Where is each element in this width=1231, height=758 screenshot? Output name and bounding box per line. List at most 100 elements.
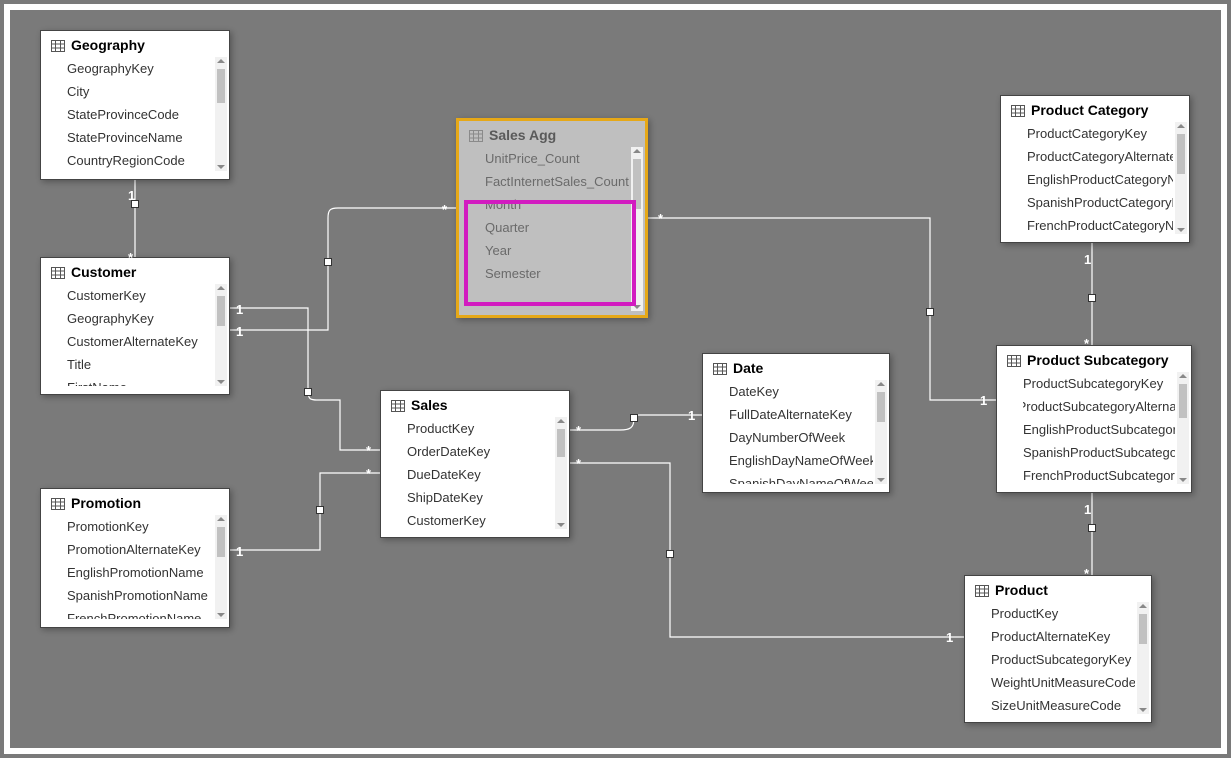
field-list: ProductKeyProductAlternateKeyProductSubc… (973, 602, 1135, 714)
field-row[interactable]: ProductCategoryKey (1027, 122, 1173, 145)
table-header[interactable]: Sales (381, 391, 569, 417)
field-row[interactable]: Month (485, 193, 629, 216)
field-list: GeographyKeyCityStateProvinceCodeStatePr… (49, 57, 213, 171)
field-row[interactable]: SizeUnitMeasureCode (991, 694, 1135, 714)
field-row[interactable]: DayNumberOfWeek (729, 426, 873, 449)
field-row[interactable]: DueDateKey (407, 463, 553, 486)
field-list: ∑UnitPrice_Count∑FactInternetSales_Count… (467, 147, 629, 311)
field-row[interactable]: FrenchProductCategoryName (1027, 214, 1173, 234)
field-row[interactable]: FullDateAlternateKey (729, 403, 873, 426)
table-customer[interactable]: CustomerCustomerKeyGeographyKeyCustomerA… (40, 257, 230, 395)
field-row[interactable]: FrenchProductSubcategoryName (1023, 464, 1175, 484)
field-row[interactable]: DateKey (729, 380, 873, 403)
table-header[interactable]: Customer (41, 258, 229, 284)
scroll-thumb[interactable] (1179, 384, 1187, 418)
field-name: Month (485, 193, 521, 216)
field-row[interactable]: SpanishProductSubcategoryName (1023, 441, 1175, 464)
scroll-thumb[interactable] (1139, 614, 1147, 644)
scroll-thumb[interactable] (217, 69, 225, 103)
field-name: ProductCategoryAlternateKey (1027, 145, 1173, 168)
cardinality-label: * (128, 250, 133, 265)
scroll-thumb[interactable] (217, 296, 225, 326)
scrollbar[interactable] (631, 147, 643, 311)
field-row[interactable]: ProductSubcategoryKey (991, 648, 1135, 671)
field-row[interactable]: SpanishDayNameOfWeek (729, 472, 873, 484)
field-row[interactable]: SpanishProductCategoryName (1027, 191, 1173, 214)
field-row[interactable]: City (67, 80, 213, 103)
field-name: DayNumberOfWeek (729, 426, 845, 449)
field-row[interactable]: ∑Year (485, 239, 629, 262)
scrollbar[interactable] (215, 57, 227, 171)
table-header[interactable]: Product Subcategory (997, 346, 1191, 372)
scrollbar[interactable] (555, 417, 567, 529)
table-header[interactable]: Geography (41, 31, 229, 57)
table-header[interactable]: Sales Agg (459, 121, 645, 147)
field-row[interactable]: SpanishPromotionName (67, 584, 213, 607)
field-name: DateKey (729, 380, 779, 403)
scrollbar[interactable] (1177, 372, 1189, 484)
field-row[interactable]: GeographyKey (67, 307, 213, 330)
field-name: FactInternetSales_Count (485, 170, 629, 193)
field-row[interactable]: GeographyKey (67, 57, 213, 80)
field-row[interactable]: ProductCategoryAlternateKey (1027, 145, 1173, 168)
field-row[interactable]: ∑FactInternetSales_Count (485, 170, 629, 193)
table-product_category[interactable]: Product CategoryProductCategoryKeyProduc… (1000, 95, 1190, 243)
field-row[interactable]: StateProvinceName (67, 126, 213, 149)
cardinality-label: * (1084, 336, 1089, 351)
field-row[interactable]: ∑ProductSubcategoryAlternateKey (1023, 395, 1175, 418)
field-row[interactable]: CustomerKey (67, 284, 213, 307)
scroll-thumb[interactable] (877, 392, 885, 422)
table-sales_agg[interactable]: Sales Agg∑UnitPrice_Count∑FactInternetSa… (456, 118, 648, 318)
table-header[interactable]: Product (965, 576, 1151, 602)
field-row[interactable]: EnglishPromotionName (67, 561, 213, 584)
scrollbar[interactable] (215, 284, 227, 386)
table-date[interactable]: Date DateKeyFullDateAlternateKeyDayNumber… (702, 353, 890, 493)
field-row[interactable]: FirstName (67, 376, 213, 386)
field-row[interactable]: StateProvinceCode (67, 103, 213, 126)
field-row[interactable]: CountryRegionCode (67, 149, 213, 171)
field-row[interactable]: Title (67, 353, 213, 376)
scroll-thumb[interactable] (633, 159, 641, 209)
table-header[interactable]: Date (703, 354, 889, 380)
table-title: Date (733, 360, 763, 376)
scrollbar[interactable] (875, 380, 887, 484)
table-header[interactable]: Product Category (1001, 96, 1189, 122)
field-row[interactable]: EnglishProductCategoryName (1027, 168, 1173, 191)
field-row[interactable]: ProductSubcategoryKey (1023, 372, 1175, 395)
field-row[interactable]: ∑OrderDateKey (407, 440, 553, 463)
field-name: StateProvinceCode (67, 103, 179, 126)
field-row[interactable]: ∑UnitPrice_Count (485, 147, 629, 170)
scrollbar[interactable] (1175, 122, 1187, 234)
field-name: CustomerAlternateKey (67, 330, 198, 353)
table-header[interactable]: Promotion (41, 489, 229, 515)
table-geography[interactable]: GeographyGeographyKeyCityStateProvinceCo… (40, 30, 230, 180)
field-row[interactable]: ∑ShipDateKey (407, 486, 553, 509)
field-row[interactable]: WeightUnitMeasureCode (991, 671, 1135, 694)
field-row[interactable]: ∑Quarter (485, 216, 629, 239)
field-row[interactable]: ProductAlternateKey (991, 625, 1135, 648)
field-list: DateKeyFullDateAlternateKeyDayNumberOfWe… (711, 380, 873, 484)
table-product_subcategory[interactable]: Product SubcategoryProductSubcategoryKey… (996, 345, 1192, 493)
table-promotion[interactable]: PromotionPromotionKeyPromotionAlternateK… (40, 488, 230, 628)
field-row[interactable]: ∑Semester (485, 262, 629, 285)
table-icon (51, 39, 65, 51)
scrollbar[interactable] (1137, 602, 1149, 714)
field-row[interactable]: FrenchPromotionName (67, 607, 213, 619)
diagram-canvas[interactable]: GeographyGeographyKeyCityStateProvinceCo… (10, 10, 1221, 748)
scroll-thumb[interactable] (1177, 134, 1185, 174)
field-row[interactable]: ProductKey (991, 602, 1135, 625)
scroll-thumb[interactable] (217, 527, 225, 557)
field-row[interactable]: PromotionAlternateKey (67, 538, 213, 561)
table-product[interactable]: ProductProductKeyProductAlternateKeyProd… (964, 575, 1152, 723)
field-row[interactable]: CustomerAlternateKey (67, 330, 213, 353)
filter-direction-icon (666, 550, 674, 558)
field-row[interactable]: EnglishProductSubcategoryName (1023, 418, 1175, 441)
scroll-thumb[interactable] (557, 429, 565, 457)
field-row[interactable]: CustomerKey (407, 509, 553, 529)
field-row[interactable]: PromotionKey (67, 515, 213, 538)
table-sales[interactable]: SalesProductKey∑OrderDateKeyDueDateKey∑S… (380, 390, 570, 538)
field-name: ProductCategoryKey (1027, 122, 1147, 145)
field-row[interactable]: ProductKey (407, 417, 553, 440)
scrollbar[interactable] (215, 515, 227, 619)
field-row[interactable]: EnglishDayNameOfWeek (729, 449, 873, 472)
